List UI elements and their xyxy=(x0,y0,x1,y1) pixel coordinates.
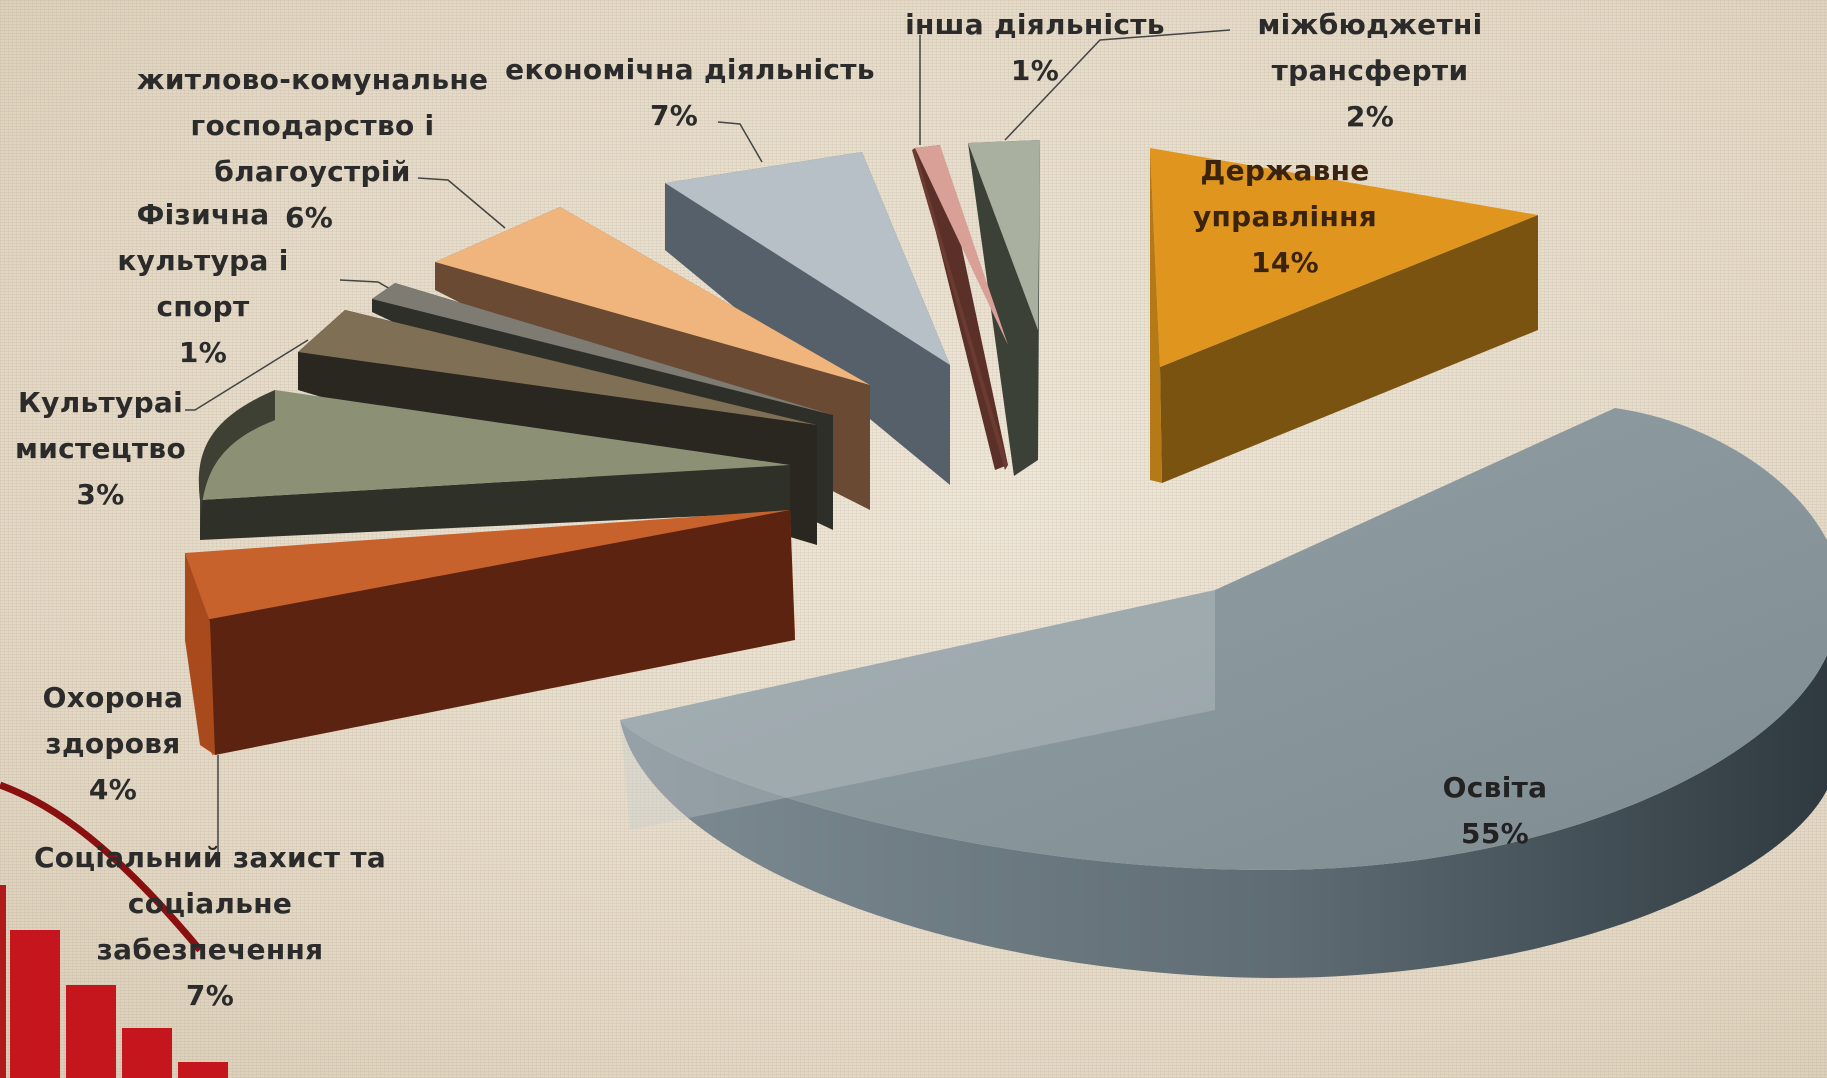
label-sotsialnyi: Соціальний захист та соціальне забезпече… xyxy=(10,835,410,1019)
label-name: інша діяльність xyxy=(905,8,1165,41)
leader-line-fizychna xyxy=(339,279,393,291)
deco-bar xyxy=(122,1028,172,1078)
label-fizychna: Фізична культура і спорт 1% xyxy=(68,192,338,376)
label-pct: 55% xyxy=(1461,817,1529,850)
label-pct: 3% xyxy=(76,478,125,511)
label-mizhbiudzhetni: міжбюджетні трансферти 2% xyxy=(1225,2,1515,140)
label-zhytlovo: житлово-комунальне господарство і благоу… xyxy=(120,57,505,234)
slice-sotsialnyi xyxy=(185,510,795,755)
label-insha: інша діяльність 1% xyxy=(890,2,1180,94)
leader-line-zhytlovo xyxy=(417,177,506,229)
label-name: житлово-комунальне господарство і благоу… xyxy=(136,63,489,188)
label-okhorona: Охорона здоровя 4% xyxy=(28,675,198,813)
label-name: міжбюджетні трансферти xyxy=(1257,8,1483,87)
label-pct: 14% xyxy=(1251,246,1319,279)
label-name: Соціальний захист та соціальне забезпече… xyxy=(33,841,387,966)
leader-line-ekonomichna xyxy=(717,121,763,163)
label-name: Охорона здоровя xyxy=(42,681,184,760)
label-pct: 1% xyxy=(1010,54,1060,87)
label-osvita: Освіта 55% xyxy=(1395,765,1595,857)
label-pct: 6% xyxy=(285,201,334,234)
label-name: Культураі мистецтво xyxy=(15,386,186,465)
slice-ekonomichna xyxy=(665,152,950,485)
slice-insha xyxy=(912,145,1008,470)
slice-derzhavne xyxy=(1150,148,1538,483)
label-kultura: Культураі мистецтво 3% xyxy=(8,380,193,518)
label-pct: 7% xyxy=(185,979,235,1012)
label-pct: 1% xyxy=(178,336,228,369)
label-name: економічна діяльність xyxy=(505,53,875,86)
label-name: Державне управління xyxy=(1192,154,1378,233)
leader-line-kultura xyxy=(185,339,309,411)
label-derzhavne: Державне управління 14% xyxy=(1160,148,1410,286)
swoosh-arrow-icon xyxy=(0,781,203,953)
leader-line-mizhbiudzhetni xyxy=(1004,29,1231,141)
label-pct: 7% xyxy=(650,99,699,132)
label-pct: 2% xyxy=(1345,100,1395,133)
deco-bar xyxy=(10,930,60,1078)
deco-bar xyxy=(0,885,6,1078)
corner-decoration xyxy=(0,781,228,1078)
slice-okhorona xyxy=(198,390,790,540)
label-pct: 4% xyxy=(88,773,138,806)
leader-lines xyxy=(185,29,1231,858)
slice-mizhbiudzhetni xyxy=(968,140,1040,476)
label-name: Фізична культура і спорт xyxy=(117,198,289,323)
slice-osvita xyxy=(620,408,1827,978)
deco-bar xyxy=(66,985,116,1078)
label-name: Освіта xyxy=(1442,771,1548,804)
label-ekonomichna: економічна діяльність 7% xyxy=(500,47,880,139)
deco-bar xyxy=(178,1062,228,1078)
